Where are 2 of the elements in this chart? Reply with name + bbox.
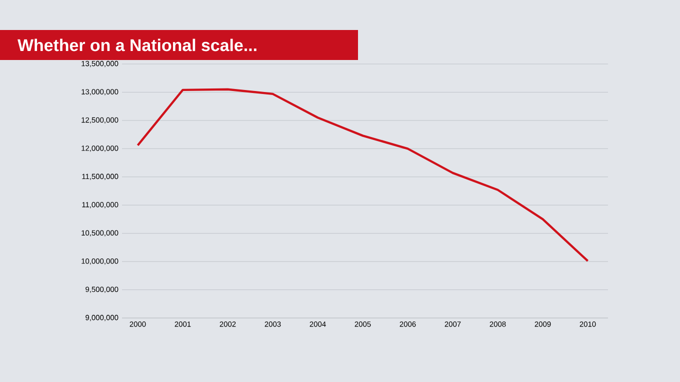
chart-title: Whether on a National scale... — [18, 38, 256, 52]
line-series — [136, 88, 589, 262]
